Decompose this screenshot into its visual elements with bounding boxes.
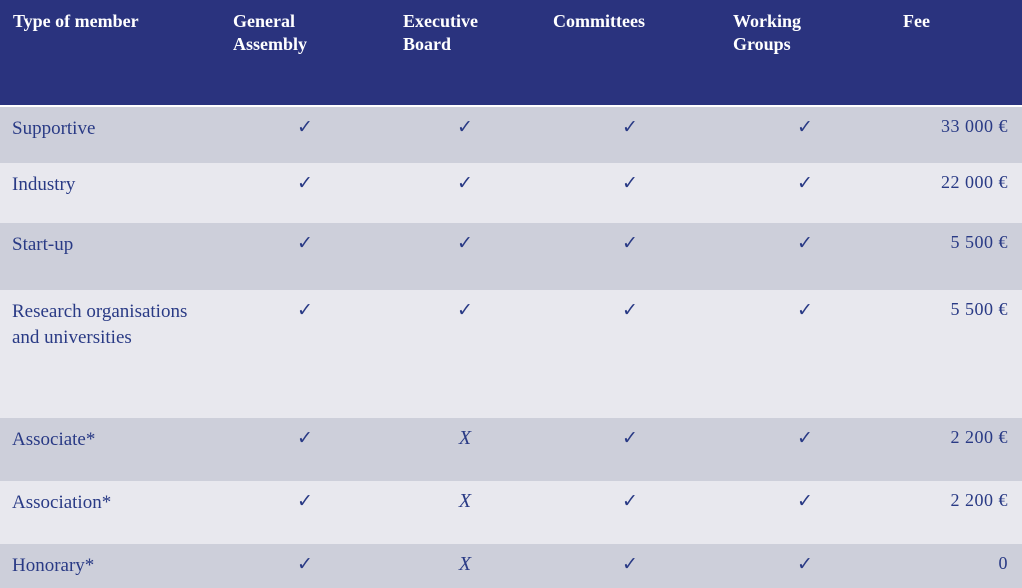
check-mark-cell: ✓ <box>540 418 720 481</box>
column-header-working-groups: Working Groups <box>720 0 890 107</box>
check-mark-cell: ✓ <box>390 163 540 223</box>
member-type-cell: Honorary* <box>0 544 220 588</box>
column-header-fee: Fee <box>890 0 1022 107</box>
check-mark-cell: ✓ <box>390 290 540 418</box>
check-mark-cell: ✓ <box>540 163 720 223</box>
column-header-committees: Committees <box>540 0 720 107</box>
fee-cell: 2 200 € <box>890 418 1022 481</box>
check-mark-cell: ✓ <box>220 290 390 418</box>
column-header-label: Executive Board <box>403 11 478 55</box>
check-mark-cell: ✓ <box>720 290 890 418</box>
fee-cell: 33 000 € <box>890 107 1022 163</box>
table-row-supportive: Supportive ✓ ✓ ✓ ✓ 33 000 € <box>0 107 1022 163</box>
fee-cell: 22 000 € <box>890 163 1022 223</box>
check-mark-cell: ✓ <box>720 481 890 544</box>
check-mark-cell: ✓ <box>220 544 390 588</box>
column-header-general-assembly: General Assembly <box>220 0 390 107</box>
member-type-cell: Research organisations and universities <box>0 290 220 418</box>
member-type-label: Supportive <box>12 118 96 139</box>
member-type-label: Associate* <box>12 429 96 450</box>
check-mark-cell: ✓ <box>220 481 390 544</box>
member-type-label: Research organisations and universities <box>12 301 188 349</box>
member-type-label: Association* <box>12 492 112 513</box>
member-type-cell: Association* <box>0 481 220 544</box>
x-mark-cell: X <box>390 418 540 481</box>
member-type-label: Honorary* <box>12 555 95 576</box>
column-header-label: Fee <box>903 11 930 31</box>
check-mark-cell: ✓ <box>720 223 890 290</box>
check-mark-cell: ✓ <box>220 418 390 481</box>
member-type-cell: Start-up <box>0 223 220 290</box>
check-mark-cell: ✓ <box>720 544 890 588</box>
member-type-label: Industry <box>12 174 76 195</box>
member-type-cell: Supportive <box>0 107 220 163</box>
table-row-research: Research organisations and universities … <box>0 290 1022 418</box>
column-header-executive-board: Executive Board <box>390 0 540 107</box>
column-header-label: Committees <box>553 11 645 31</box>
column-header-label: General Assembly <box>233 11 308 55</box>
column-header-label: Working Groups <box>733 11 802 55</box>
check-mark-cell: ✓ <box>720 163 890 223</box>
check-mark-cell: ✓ <box>220 107 390 163</box>
check-mark-cell: ✓ <box>540 290 720 418</box>
table-row-association: Association* ✓ X ✓ ✓ 2 200 € <box>0 481 1022 544</box>
table-body: Supportive ✓ ✓ ✓ ✓ 33 000 € Industry ✓ ✓… <box>0 107 1022 588</box>
check-mark-cell: ✓ <box>220 223 390 290</box>
check-mark-cell: ✓ <box>390 223 540 290</box>
table-header: Type of member General Assembly Executiv… <box>0 0 1022 107</box>
fee-cell: 2 200 € <box>890 481 1022 544</box>
fee-cell: 5 500 € <box>890 223 1022 290</box>
table-row-industry: Industry ✓ ✓ ✓ ✓ 22 000 € <box>0 163 1022 223</box>
check-mark-cell: ✓ <box>390 107 540 163</box>
fee-cell: 5 500 € <box>890 290 1022 418</box>
member-type-cell: Associate* <box>0 418 220 481</box>
column-header-label: Type of member <box>13 11 139 31</box>
fee-cell: 0 <box>890 544 1022 588</box>
column-header-type-of-member: Type of member <box>0 0 220 107</box>
member-type-cell: Industry <box>0 163 220 223</box>
x-mark-cell: X <box>390 481 540 544</box>
table-row-honorary: Honorary* ✓ X ✓ ✓ 0 <box>0 544 1022 588</box>
table-row-associate: Associate* ✓ X ✓ ✓ 2 200 € <box>0 418 1022 481</box>
check-mark-cell: ✓ <box>540 223 720 290</box>
header-row: Type of member General Assembly Executiv… <box>0 0 1022 107</box>
check-mark-cell: ✓ <box>720 107 890 163</box>
x-mark-cell: X <box>390 544 540 588</box>
member-type-label: Start-up <box>12 234 74 255</box>
check-mark-cell: ✓ <box>720 418 890 481</box>
check-mark-cell: ✓ <box>540 544 720 588</box>
check-mark-cell: ✓ <box>540 107 720 163</box>
table-row-startup: Start-up ✓ ✓ ✓ ✓ 5 500 € <box>0 223 1022 290</box>
check-mark-cell: ✓ <box>540 481 720 544</box>
check-mark-cell: ✓ <box>220 163 390 223</box>
